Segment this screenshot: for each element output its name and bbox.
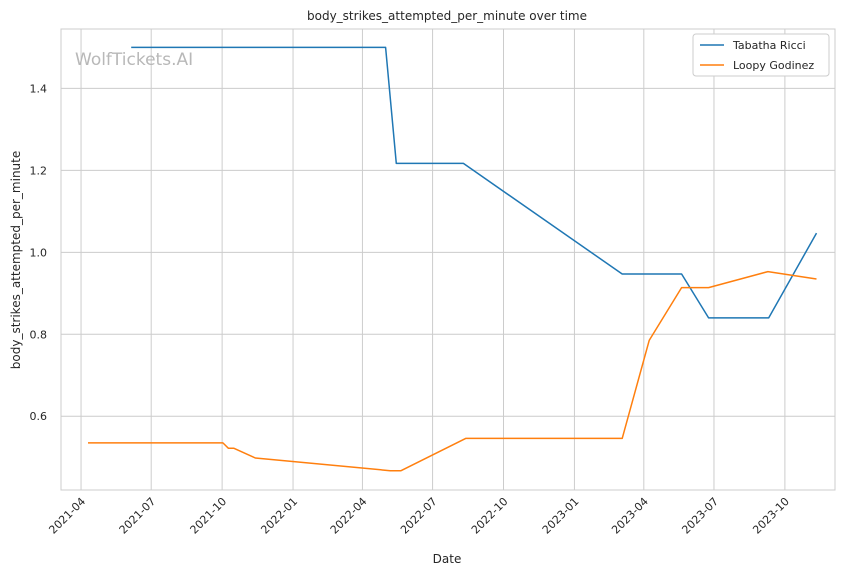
x-tick-label: 2023-04 bbox=[609, 495, 651, 537]
series-line-loopy-godinez bbox=[88, 270, 817, 472]
x-axis-title: Date bbox=[433, 552, 462, 566]
watermark: WolfTickets.AI bbox=[75, 50, 193, 70]
series-lines bbox=[88, 46, 818, 472]
y-axis-title: body_strikes_attempted_per_minute bbox=[9, 151, 23, 369]
x-tick-label: 2021-04 bbox=[46, 495, 88, 537]
legend-box bbox=[692, 33, 830, 77]
plot-area-frame bbox=[60, 28, 836, 491]
x-tick-label: 2022-04 bbox=[328, 495, 370, 537]
x-tick-label: 2021-10 bbox=[188, 495, 230, 537]
series-line-tabatha-ricci bbox=[131, 46, 818, 319]
x-tick-label: 2022-07 bbox=[398, 495, 440, 537]
y-tick-label: 0.6 bbox=[30, 410, 48, 423]
legend-label-tabatha-ricci: Tabatha Ricci bbox=[732, 39, 806, 52]
x-axis-ticks: 2021-04 2021-07 2021-10 2022-01 2022-04 2022-… bbox=[46, 495, 792, 537]
x-tick-label: 2023-01 bbox=[540, 495, 582, 537]
legend: Tabatha Ricci Loopy Godinez bbox=[692, 33, 830, 77]
legend-label-loopy-godinez: Loopy Godinez bbox=[733, 59, 814, 72]
y-axis-ticks: 0.6 0.8 1.0 1.2 1.4 bbox=[30, 82, 48, 423]
y-tick-label: 1.4 bbox=[30, 82, 48, 95]
y-tick-label: 1.2 bbox=[30, 164, 48, 177]
x-tick-label: 2022-01 bbox=[258, 495, 300, 537]
x-tick-label: 2021-07 bbox=[117, 495, 159, 537]
x-tick-label: 2022-10 bbox=[469, 495, 511, 537]
y-tick-label: 1.0 bbox=[30, 246, 48, 259]
chart-title: body_strikes_attempted_per_minute over t… bbox=[307, 9, 587, 23]
x-tick-label: 2023-10 bbox=[750, 495, 792, 537]
y-tick-label: 0.8 bbox=[30, 328, 48, 341]
x-tick-label: 2023-07 bbox=[679, 495, 721, 537]
grid bbox=[61, 29, 835, 490]
